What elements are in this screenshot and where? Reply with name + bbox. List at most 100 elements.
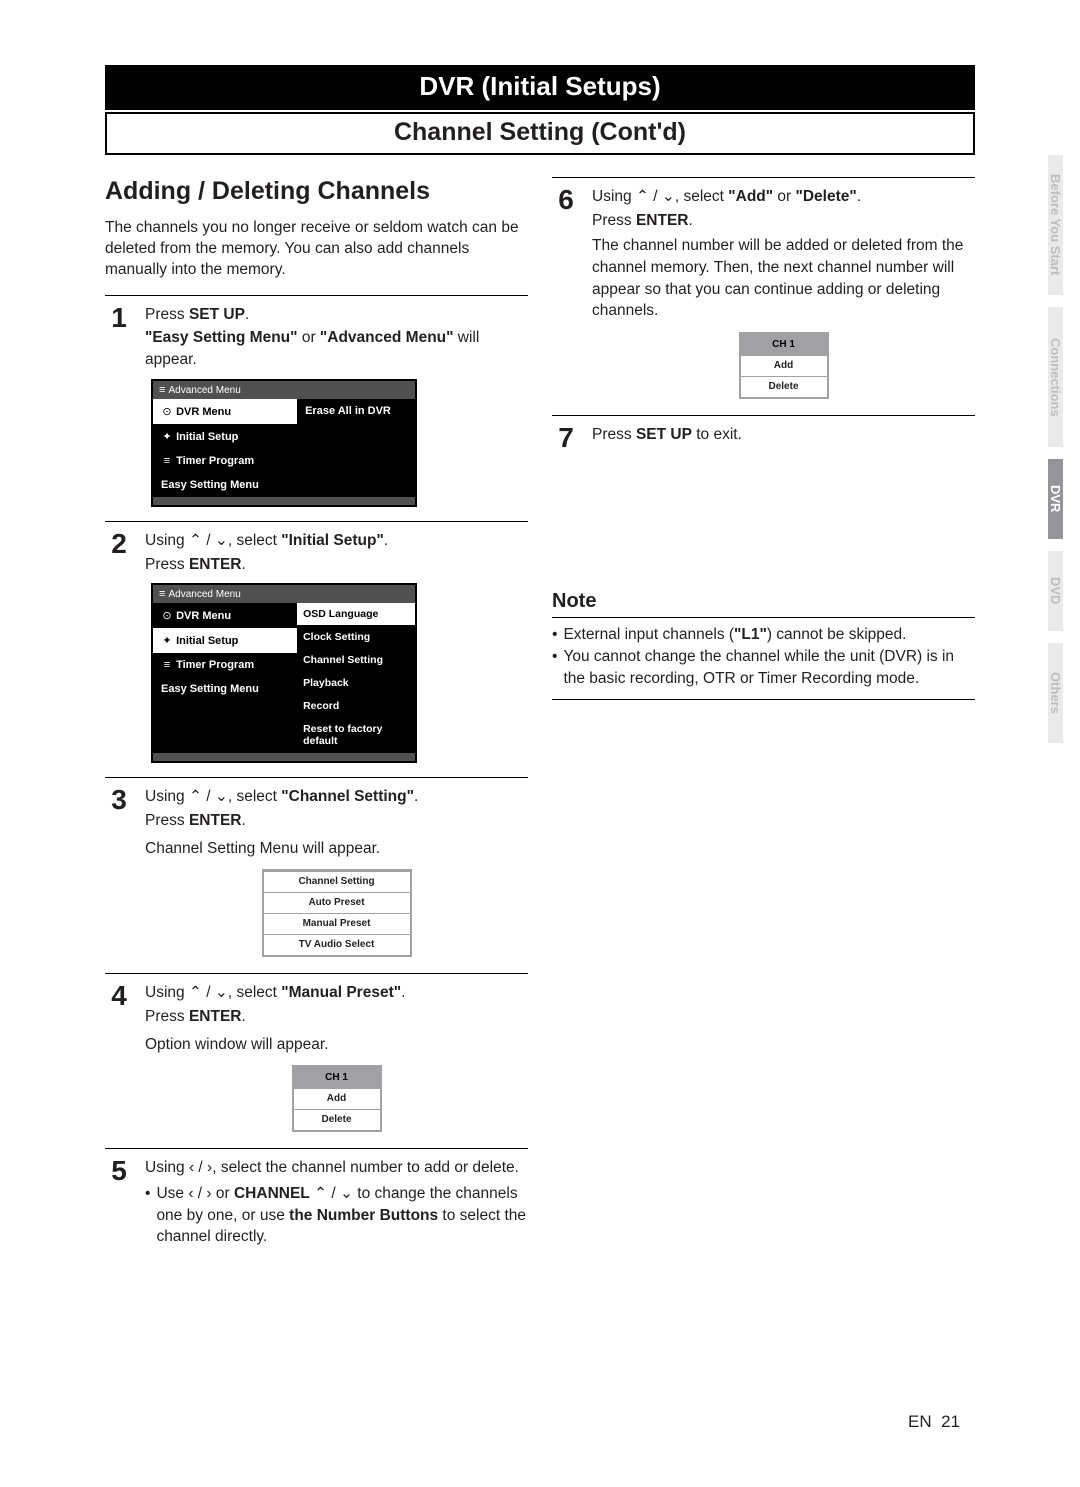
section-heading: Adding / Deleting Channels — [105, 177, 528, 206]
text: Using — [145, 788, 189, 805]
bold-text: SET UP — [636, 426, 692, 443]
up-icon: ⌃ — [189, 788, 202, 805]
tab-connections: Connections — [1048, 307, 1063, 447]
text: . — [384, 532, 388, 549]
menu-row: Delete — [741, 376, 827, 397]
text: or — [298, 329, 320, 346]
up-icon: ⌃ — [189, 984, 202, 1001]
text: / — [202, 788, 215, 805]
up-icon: ⌃ — [636, 188, 649, 205]
menu-row: Add — [741, 355, 827, 376]
bold-text: ENTER — [189, 812, 242, 829]
bold-text: ENTER — [189, 556, 242, 573]
page-number-value: 21 — [941, 1412, 960, 1431]
tab-dvd: DVD — [1048, 551, 1063, 631]
menu-bar: ≡ Advanced Menu — [153, 381, 415, 399]
text: Option window will appear. — [145, 1034, 528, 1056]
bullet-dot: • — [552, 646, 557, 689]
text: . — [245, 306, 249, 323]
up-icon: ⌃ — [189, 532, 202, 549]
right-column: 6 Using ⌃ / ⌄, select "Add" or "Delete".… — [552, 177, 975, 1248]
page-header-sub: Channel Setting (Cont'd) — [105, 112, 975, 155]
text: . — [241, 812, 245, 829]
menu-bar-label: Advanced Menu — [168, 589, 240, 600]
text: to exit. — [692, 426, 742, 443]
bold-text: SET UP — [189, 306, 245, 323]
bold-text: CHANNEL — [234, 1185, 310, 1202]
step-body: Using ⌃ / ⌄, select "Add" or "Delete". P… — [592, 186, 975, 401]
menu-row: Manual Preset — [264, 913, 410, 934]
text: / — [202, 984, 215, 1001]
menu-row: Delete — [294, 1109, 380, 1130]
menu-row: Add — [294, 1088, 380, 1109]
bold-text: "Channel Setting" — [281, 788, 414, 805]
text: , select the channel number to add or de… — [212, 1159, 519, 1176]
step-number: 5 — [105, 1157, 133, 1248]
menu-item-right: Channel Setting — [297, 649, 415, 672]
step-number: 1 — [105, 304, 133, 371]
step-number: 4 — [105, 982, 133, 1134]
bullet-dot: • — [145, 1183, 150, 1248]
step-number: 3 — [105, 786, 133, 959]
menu-item: ≡ Timer Program — [153, 653, 297, 677]
step-body: Press SET UP to exit. — [592, 424, 975, 452]
menu-item-right: Clock Setting — [297, 626, 415, 649]
text: The channel number will be added or dele… — [592, 235, 975, 322]
step-7: 7 Press SET UP to exit. — [552, 415, 975, 452]
text: or — [773, 188, 795, 205]
text: / — [202, 532, 215, 549]
text: . — [414, 788, 418, 805]
text: Press — [145, 812, 189, 829]
menu-icon: ✦ — [161, 430, 173, 443]
text: Press — [145, 1008, 189, 1025]
step-body: Using ‹ / ›, select the channel number t… — [145, 1157, 528, 1248]
step-1: 1 Press SET UP. "Easy Setting Menu" or "… — [105, 295, 528, 371]
step-4: 4 Using ⌃ / ⌄, select "Manual Preset". P… — [105, 973, 528, 1134]
bold-text: "Advanced Menu" — [320, 329, 454, 346]
text: / — [327, 1185, 340, 1202]
menu-item: ⊙ DVR Menu — [153, 603, 297, 628]
step-body: Press SET UP. "Easy Setting Menu" or "Ad… — [145, 304, 528, 371]
step-number: 2 — [105, 530, 133, 575]
text: / — [194, 1159, 207, 1176]
text: , select — [228, 532, 281, 549]
text: Press — [592, 212, 636, 229]
note-heading: Note — [552, 590, 975, 613]
menu-row: CH 1 — [741, 334, 827, 355]
note-box: • External input channels ("L1") cannot … — [552, 617, 975, 700]
menu-screenshot-2: ≡ Advanced Menu ⊙ DVR Menu ✦ Initial Set… — [151, 583, 417, 763]
text: / — [649, 188, 662, 205]
menu-icon: ⊙ — [161, 405, 173, 418]
menu-item: ✦ Initial Setup — [153, 628, 297, 653]
bold-text: "Initial Setup" — [281, 532, 384, 549]
text: . — [857, 188, 861, 205]
tab-dvr: DVR — [1048, 459, 1063, 539]
menu-icon: ≡ — [161, 455, 173, 467]
step-6: 6 Using ⌃ / ⌄, select "Add" or "Delete".… — [552, 177, 975, 401]
step-body: Using ⌃ / ⌄, select "Initial Setup". Pre… — [145, 530, 528, 575]
menu-row: Auto Preset — [264, 892, 410, 913]
menu-item-right: Playback — [297, 672, 415, 695]
text: Press — [145, 306, 189, 323]
text: Press — [592, 426, 636, 443]
menu-row: TV Audio Select — [264, 934, 410, 955]
menu-screenshot-1: ≡ Advanced Menu ⊙ DVR Menu ✦ Initial Set… — [151, 379, 417, 507]
down-icon: ⌄ — [215, 788, 228, 805]
bold-text: "Add" — [728, 188, 773, 205]
menu-screenshot-3: Channel Setting Auto Preset Manual Prese… — [262, 869, 412, 957]
text: . — [241, 1008, 245, 1025]
page-number: EN 21 — [908, 1412, 960, 1432]
text: , select — [228, 788, 281, 805]
page-number-prefix: EN — [908, 1412, 932, 1431]
text: or — [212, 1185, 234, 1202]
text: You cannot change the channel while the … — [563, 646, 975, 689]
text: . — [688, 212, 692, 229]
menu-item-right: Erase All in DVR — [297, 399, 415, 423]
menu-item-right: Record — [297, 695, 415, 718]
down-icon: ⌄ — [662, 188, 675, 205]
tab-before-you-start: Before You Start — [1048, 155, 1063, 295]
bold-text: "Easy Setting Menu" — [145, 329, 298, 346]
text: Press — [145, 556, 189, 573]
up-icon: ⌃ — [314, 1185, 327, 1202]
menu-item: ⊙ DVR Menu — [153, 399, 297, 424]
